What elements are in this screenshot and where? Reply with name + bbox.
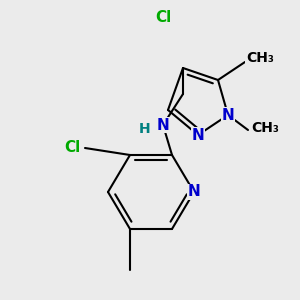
Text: N: N	[222, 107, 234, 122]
Text: Cl: Cl	[64, 140, 80, 155]
Text: CH₃: CH₃	[246, 51, 274, 65]
Text: N: N	[157, 118, 169, 133]
Text: CH₃: CH₃	[251, 121, 279, 135]
Text: Cl: Cl	[155, 10, 171, 25]
Text: N: N	[188, 184, 200, 200]
Text: H: H	[139, 122, 151, 136]
Text: N: N	[192, 128, 204, 142]
